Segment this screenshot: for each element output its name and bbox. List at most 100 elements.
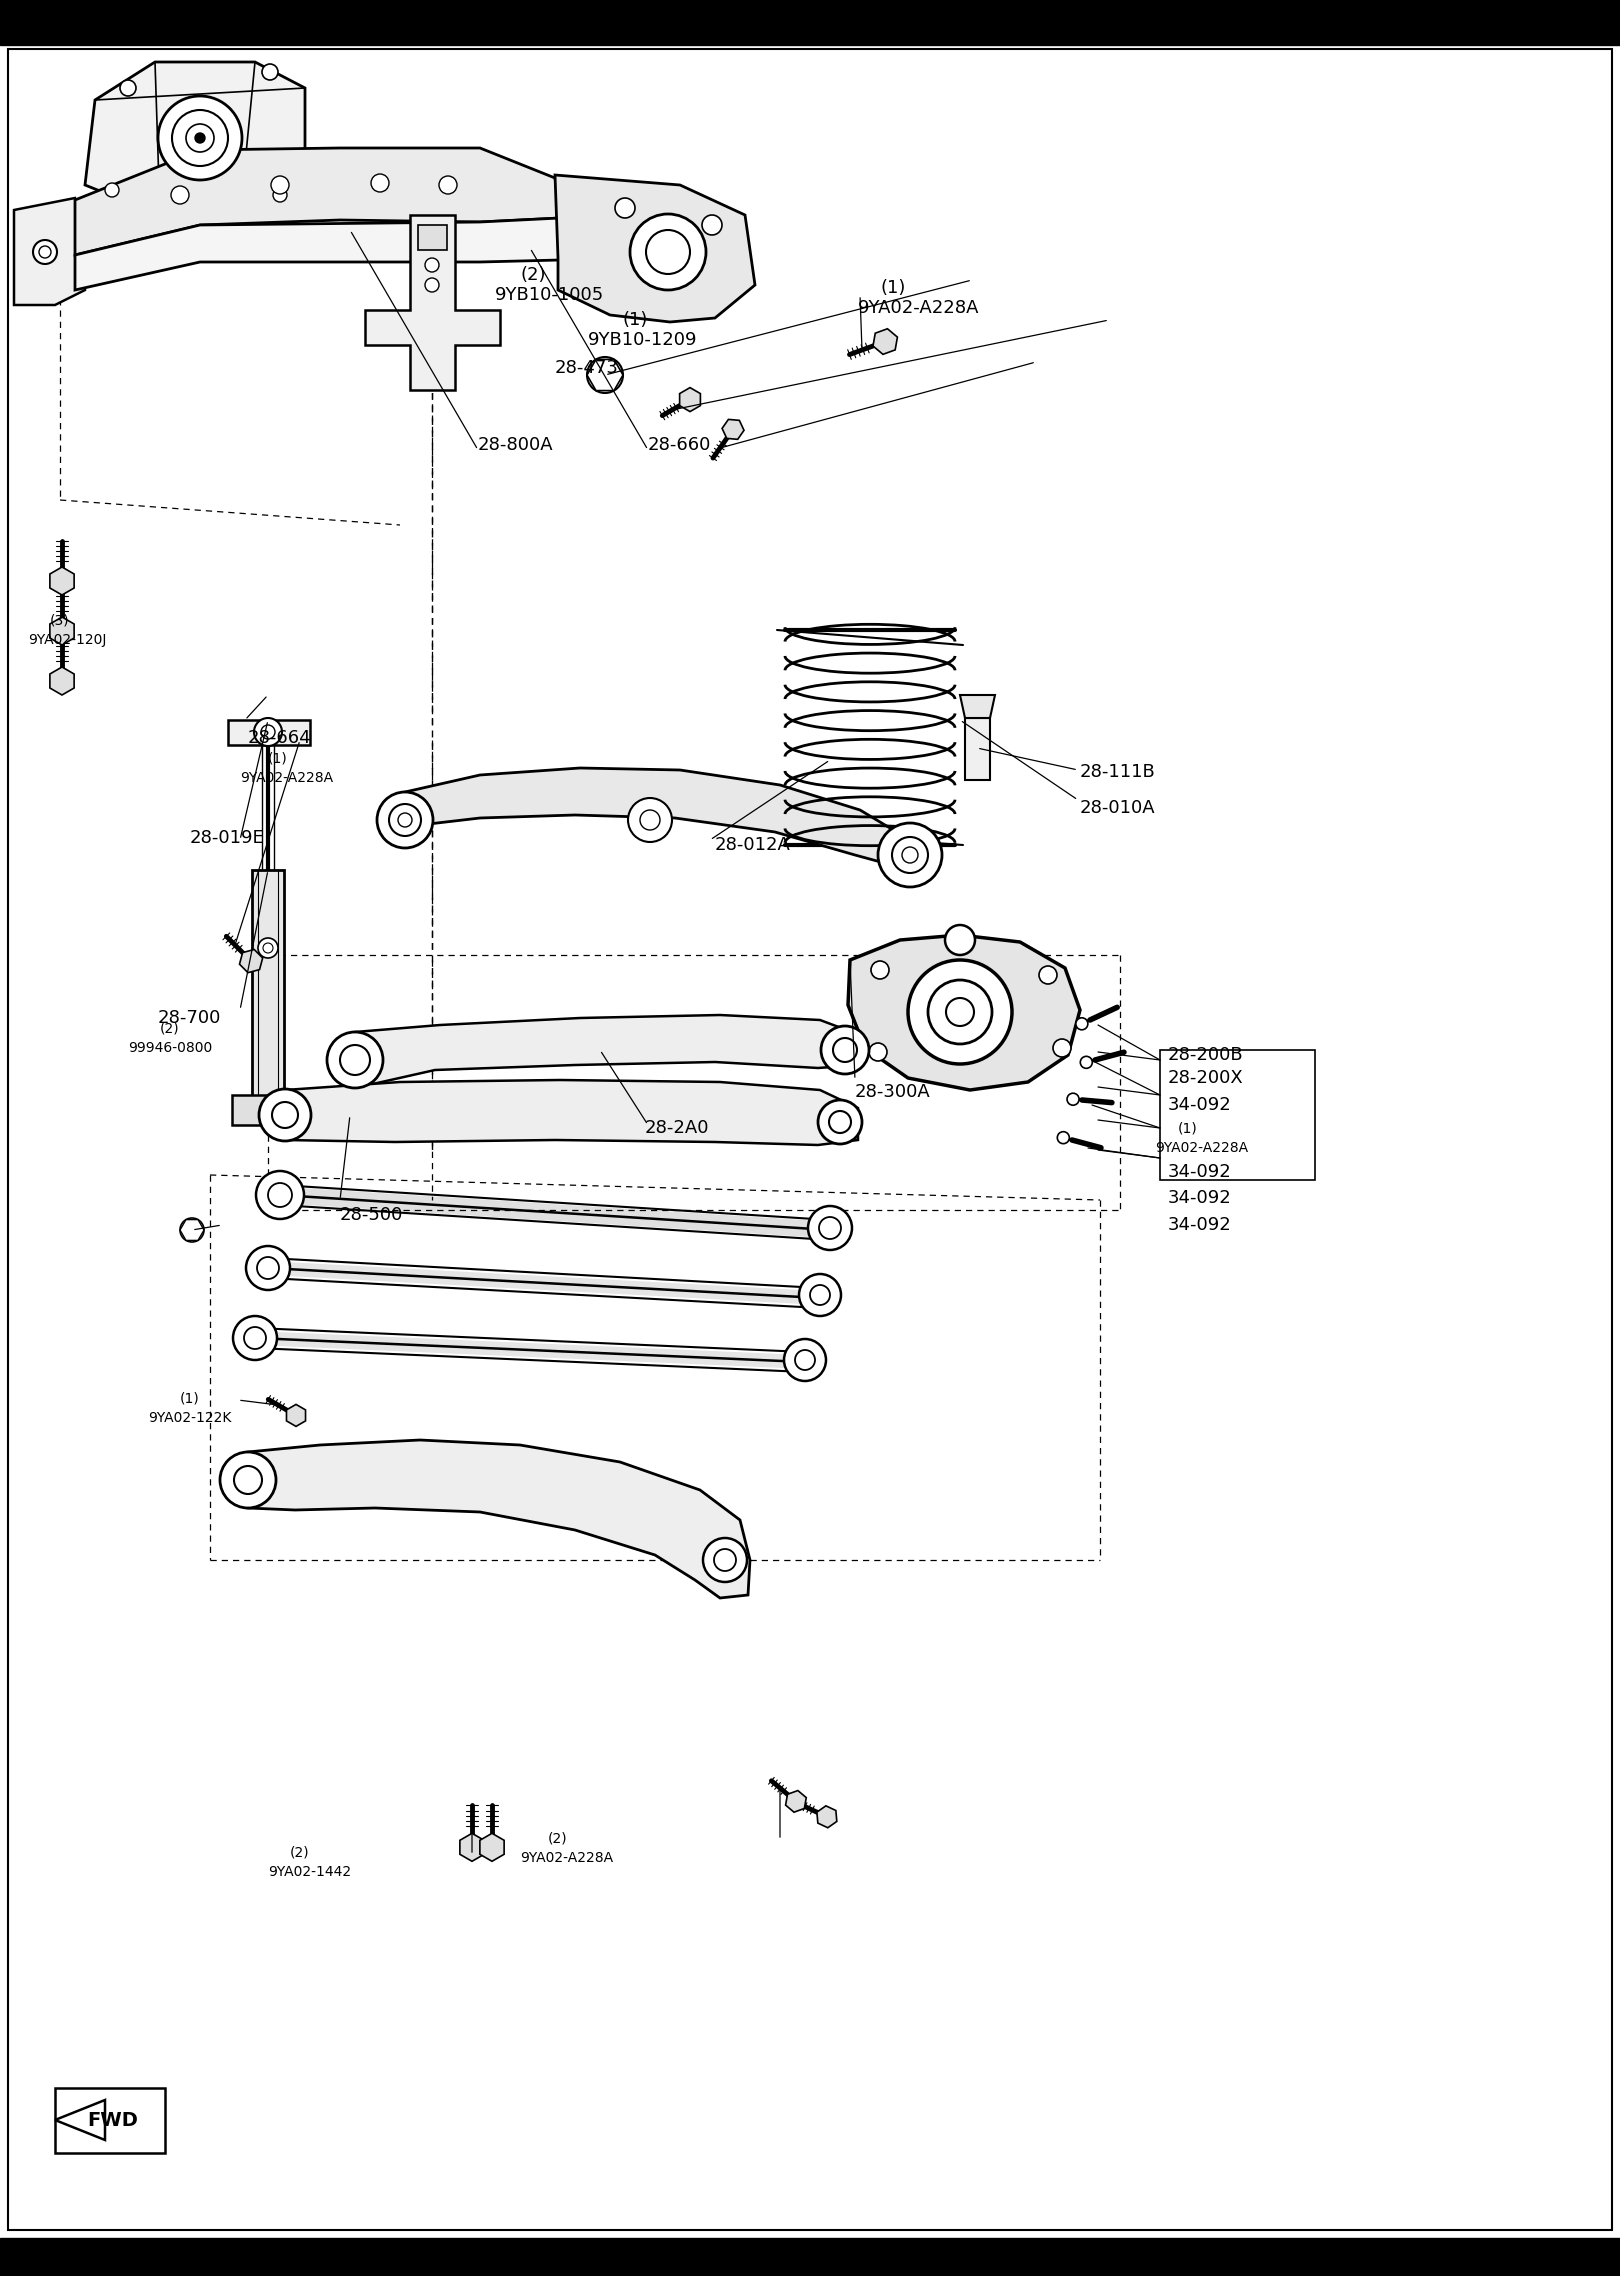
- Circle shape: [274, 189, 287, 203]
- Circle shape: [172, 187, 190, 205]
- Circle shape: [872, 960, 889, 979]
- Circle shape: [258, 938, 279, 958]
- Text: (3): (3): [50, 612, 70, 626]
- Polygon shape: [15, 198, 84, 305]
- Polygon shape: [55, 2101, 105, 2139]
- Circle shape: [1058, 1131, 1069, 1143]
- Circle shape: [907, 960, 1012, 1063]
- Polygon shape: [873, 328, 897, 355]
- Text: 34-092: 34-092: [1168, 1215, 1231, 1234]
- Text: 34-092: 34-092: [1168, 1188, 1231, 1206]
- Polygon shape: [50, 567, 75, 594]
- Circle shape: [271, 175, 288, 193]
- Circle shape: [1053, 1040, 1071, 1056]
- Polygon shape: [556, 175, 755, 321]
- Text: 34-092: 34-092: [1168, 1163, 1231, 1181]
- Circle shape: [424, 278, 439, 291]
- Polygon shape: [75, 148, 561, 255]
- Text: 28-012A: 28-012A: [714, 835, 791, 854]
- Circle shape: [821, 1026, 868, 1074]
- Text: (2): (2): [290, 1846, 309, 1859]
- Text: 9YB10-1005: 9YB10-1005: [496, 287, 604, 305]
- Text: 9YA02-120J: 9YA02-120J: [28, 633, 107, 646]
- Circle shape: [595, 364, 616, 385]
- Circle shape: [944, 924, 975, 956]
- Circle shape: [616, 198, 635, 218]
- Polygon shape: [786, 1791, 807, 1812]
- Circle shape: [340, 1045, 369, 1074]
- Circle shape: [424, 257, 439, 273]
- Circle shape: [39, 246, 50, 257]
- Circle shape: [630, 214, 706, 289]
- Circle shape: [629, 799, 672, 842]
- Circle shape: [105, 182, 118, 198]
- Text: 28-200X: 28-200X: [1168, 1070, 1244, 1088]
- Polygon shape: [228, 719, 309, 744]
- Circle shape: [893, 838, 928, 874]
- Circle shape: [701, 214, 723, 234]
- Circle shape: [172, 109, 228, 166]
- Text: 28-300A: 28-300A: [855, 1083, 931, 1102]
- Text: 9YA02-A228A: 9YA02-A228A: [1155, 1140, 1247, 1154]
- Text: (2): (2): [548, 1830, 567, 1846]
- Text: 28-800A: 28-800A: [478, 437, 554, 453]
- Circle shape: [259, 1088, 311, 1140]
- Circle shape: [868, 1042, 888, 1061]
- Text: 34-092: 34-092: [1168, 1097, 1231, 1113]
- Circle shape: [928, 981, 991, 1045]
- Text: 28-500: 28-500: [340, 1206, 403, 1224]
- Circle shape: [902, 847, 919, 863]
- Text: FWD: FWD: [87, 2110, 138, 2130]
- Circle shape: [808, 1206, 852, 1250]
- Circle shape: [245, 1327, 266, 1350]
- Circle shape: [703, 1539, 747, 1582]
- Circle shape: [377, 792, 433, 849]
- Circle shape: [784, 1338, 826, 1382]
- Circle shape: [1038, 965, 1056, 983]
- Circle shape: [1076, 1017, 1089, 1029]
- Circle shape: [946, 997, 974, 1026]
- Polygon shape: [75, 218, 561, 289]
- Circle shape: [1068, 1092, 1079, 1106]
- Circle shape: [799, 1275, 841, 1316]
- Circle shape: [795, 1350, 815, 1370]
- Text: 9YA02-A228A: 9YA02-A228A: [520, 1850, 612, 1864]
- Polygon shape: [232, 1095, 301, 1124]
- Polygon shape: [966, 717, 990, 781]
- Text: 28-111B: 28-111B: [1081, 762, 1155, 781]
- Polygon shape: [847, 935, 1081, 1090]
- Circle shape: [640, 810, 659, 831]
- Polygon shape: [405, 767, 910, 869]
- Polygon shape: [50, 667, 75, 694]
- Circle shape: [258, 1256, 279, 1279]
- Polygon shape: [460, 1832, 484, 1862]
- Polygon shape: [248, 1441, 750, 1598]
- Circle shape: [262, 64, 279, 80]
- Circle shape: [256, 1170, 305, 1220]
- Bar: [1160, 1049, 1315, 1179]
- Polygon shape: [364, 214, 501, 389]
- Circle shape: [399, 813, 411, 826]
- Circle shape: [233, 1316, 277, 1361]
- Text: (1): (1): [267, 751, 288, 765]
- Bar: [55, 2087, 165, 2153]
- Text: 99946-0800: 99946-0800: [128, 1040, 212, 1056]
- Text: 28-010A: 28-010A: [1081, 799, 1155, 817]
- Polygon shape: [680, 387, 700, 412]
- Circle shape: [439, 175, 457, 193]
- Circle shape: [272, 1102, 298, 1129]
- Polygon shape: [961, 694, 995, 717]
- Circle shape: [327, 1031, 382, 1088]
- Polygon shape: [418, 225, 447, 250]
- Circle shape: [646, 230, 690, 273]
- Text: (1): (1): [622, 312, 648, 330]
- Polygon shape: [586, 360, 624, 391]
- Circle shape: [820, 1218, 841, 1238]
- Bar: [0, 2237, 1620, 2276]
- Text: 28-019E: 28-019E: [190, 828, 264, 847]
- Circle shape: [159, 96, 241, 180]
- Text: (2): (2): [520, 266, 546, 284]
- Polygon shape: [84, 61, 305, 214]
- Text: 9YA02-1442: 9YA02-1442: [267, 1864, 352, 1880]
- Polygon shape: [50, 617, 75, 644]
